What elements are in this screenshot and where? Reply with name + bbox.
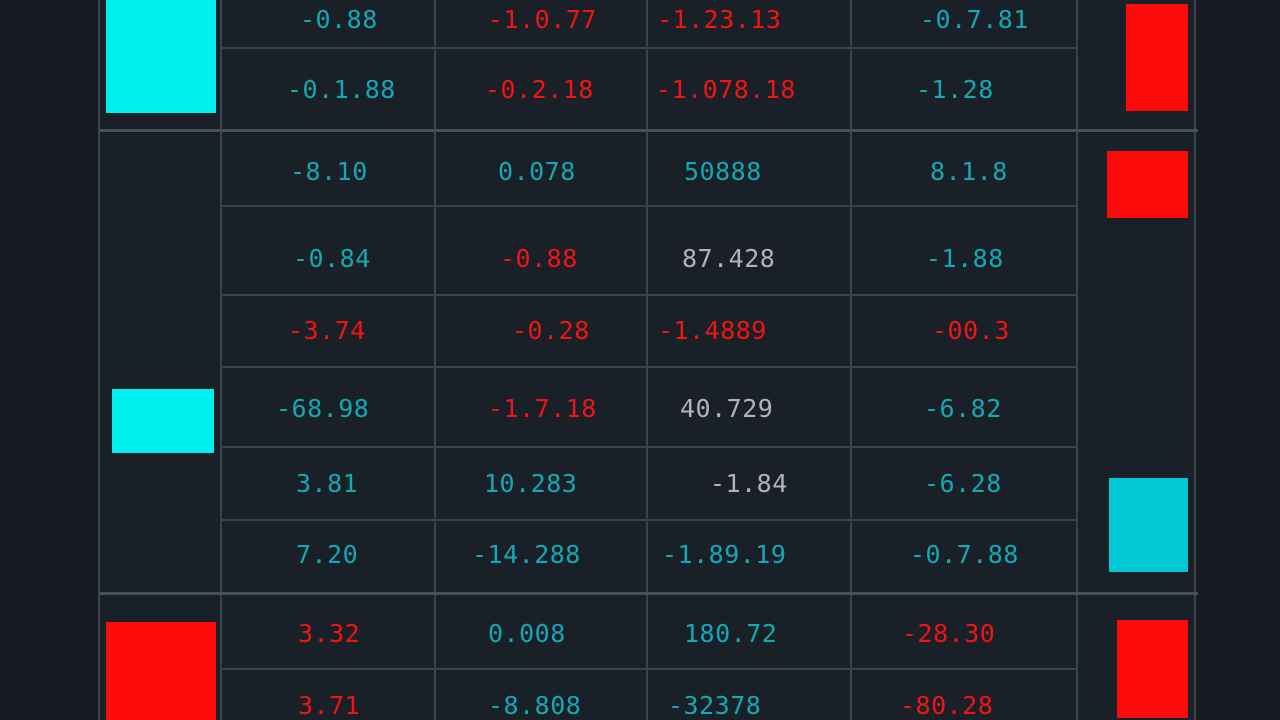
column-divider [220,0,222,720]
row-divider [222,366,1076,368]
row-divider [222,668,1076,670]
column-divider [434,0,436,720]
grid-cell: -28.30 [902,619,996,648]
grid-cell: -0.28 [512,316,590,345]
grid-cell: 7.20 [296,540,359,569]
grid-cell: 0.008 [488,619,566,648]
grid-cell: -1.28 [916,75,994,104]
row-divider [222,446,1076,448]
indicator-swatch [106,0,216,113]
grid-cell: 8.1.8 [930,157,1008,186]
grid-cell: -0.84 [293,244,371,273]
indicator-swatch [1109,478,1188,572]
column-divider [850,0,852,720]
grid-cell: -0.88 [300,5,378,34]
group-divider [100,129,1198,132]
grid-cell: 87.428 [682,244,776,273]
column-divider [1076,0,1078,720]
grid-cell: -1.078.18 [656,75,796,104]
data-grid-panel: -0.88 -1.0.77 -1.23.13 -0.7.81 -0.1.88 -… [98,0,1198,720]
indicator-swatch [1126,4,1188,111]
grid-cell: -6.28 [924,469,1002,498]
grid-cell: -0.88 [500,244,578,273]
row-divider [222,205,1076,207]
grid-cell: -0.7.88 [910,540,1019,569]
row-divider [222,47,1076,49]
grid-cell: -1.4889 [658,316,767,345]
grid-cell: -68.98 [276,394,370,423]
grid-cell: -1.7.18 [488,394,597,423]
grid-cell: 180.72 [684,619,778,648]
grid-cell: -1.88 [926,244,1004,273]
grid-cell: -0.2.18 [485,75,594,104]
indicator-swatch [106,622,216,720]
grid-cell: -6.82 [924,394,1002,423]
grid-cell: -0.1.88 [287,75,396,104]
grid-cell: 50888 [684,157,762,186]
grid-cell: -3.74 [288,316,366,345]
grid-cell: -0.7.81 [920,5,1029,34]
grid-cell: -1.23.13 [657,5,782,34]
grid-cell: 10.283 [484,469,578,498]
group-divider [100,592,1198,595]
grid-cell: -14.288 [472,540,581,569]
grid-cell: -80.28 [900,691,994,720]
grid-cell: -8.808 [488,691,582,720]
grid-cell: -00.3 [932,316,1010,345]
grid-cell: 3.32 [298,619,361,648]
indicator-swatch [112,389,214,453]
grid-cell: -8.10 [290,157,368,186]
grid-cell: -32378 [668,691,762,720]
row-divider [222,294,1076,296]
row-divider [222,519,1076,521]
grid-cell: -1.89.19 [662,540,787,569]
indicator-swatch [1107,151,1188,218]
grid-cell: -1.84 [710,469,788,498]
grid-cell: 40.729 [680,394,774,423]
grid-cell: 3.81 [296,469,359,498]
grid-cell: 3.71 [298,691,361,720]
indicator-swatch [1117,620,1188,718]
grid-cell: -1.0.77 [488,5,597,34]
column-divider [646,0,648,720]
grid-cell: 0.078 [498,157,576,186]
